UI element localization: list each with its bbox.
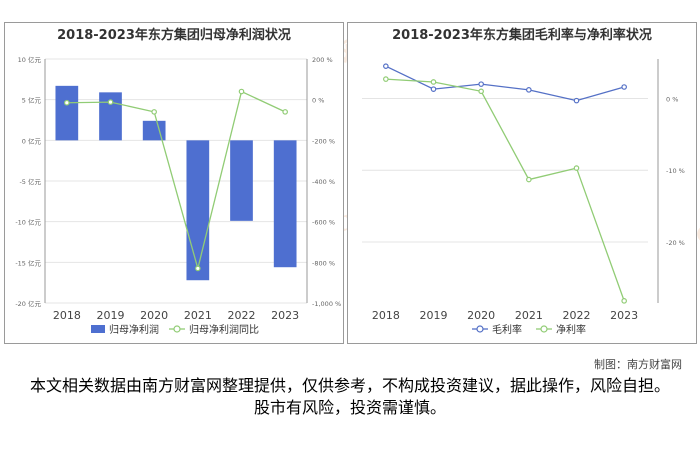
series-1-point-2020 xyxy=(478,88,484,95)
bar-2020 xyxy=(142,120,166,141)
chart-panel-net-profit: 2018-2023年东方集团归母净利润状况 10 亿元 5 亿元 0 亿元 -5 亿元 -… xyxy=(4,22,344,344)
series-0-point-2020 xyxy=(478,81,484,87)
series-0-point-2021 xyxy=(526,87,532,93)
series-line-0 xyxy=(385,65,625,102)
series-0-point-2019 xyxy=(430,86,437,92)
x-axis-label: 2023 xyxy=(271,309,299,322)
series-1-point-2022 xyxy=(573,165,580,171)
x-axis-label: 2021 xyxy=(515,309,543,322)
series-1-point-2021 xyxy=(526,176,532,183)
bar-2018 xyxy=(55,85,79,141)
x-axis-label: 2018 xyxy=(53,309,81,322)
series-0-point-2018 xyxy=(383,63,389,69)
x-axis-label: 2018 xyxy=(372,309,400,322)
yoy-point-2023 xyxy=(282,109,288,115)
right-axis-tick-label: -10 % xyxy=(666,167,685,175)
left-axis-tick-label: -5 亿元 xyxy=(19,177,41,186)
legend-line-marker xyxy=(540,325,548,333)
bar-2023 xyxy=(273,140,297,268)
yoy-point-2020 xyxy=(151,109,157,115)
x-axis-label: 2020 xyxy=(467,309,495,322)
series-1-point-2023 xyxy=(621,298,627,304)
left-axis-tick-label: 0 亿元 xyxy=(22,136,42,145)
x-axis-label: 2020 xyxy=(140,309,168,322)
x-axis-label: 2022 xyxy=(563,309,591,322)
legend-line-marker xyxy=(476,325,484,333)
chart-panel-margins: 2018-2023年东方集团毛利率与净利率状况 0 % -10 % -20 % 2018… xyxy=(347,22,697,344)
right-axis-tick-label: 0 % xyxy=(666,95,678,103)
legend-label: 毛利率 xyxy=(492,323,522,336)
right-axis-tick-label: 200 % xyxy=(312,56,333,64)
bar-2022 xyxy=(230,140,253,221)
x-axis-label: 2022 xyxy=(228,309,256,322)
disclaimer-text: 本文相关数据由南方财富网整理提供，仅供参考，不构成投资建议，据此操作，风险自担。… xyxy=(30,376,671,417)
margin-chart: 2018-2023年东方集团毛利率与净利率状况 0 % -10 % -20 % 2018… xyxy=(362,27,685,336)
chart-title: 2018-2023年东方集团归母净利润状况 xyxy=(57,27,291,43)
left-axis-tick-label: -20 亿元 xyxy=(15,299,41,308)
left-axis-tick-label: 10 亿元 xyxy=(18,55,42,64)
series-line-1 xyxy=(385,78,625,302)
right-axis-tick-label: -1,000 % xyxy=(312,300,341,308)
right-axis-tick-label: -400 % xyxy=(312,178,335,186)
left-axis-tick-label: -10 亿元 xyxy=(15,218,41,227)
net-profit-chart: 2018-2023年东方集团归母净利润状况 10 亿元 5 亿元 0 亿元 -5 亿元 -… xyxy=(15,27,341,336)
yoy-point-2018 xyxy=(64,99,70,106)
legend-line-marker xyxy=(173,325,181,333)
legend-label: 归母净利润 xyxy=(109,323,159,336)
bar-2021 xyxy=(186,140,210,281)
legend-bar-swatch xyxy=(91,325,105,333)
series-1-point-2018 xyxy=(383,76,389,82)
right-axis-tick-label: -800 % xyxy=(312,259,335,267)
series-0-point-2022 xyxy=(573,97,580,104)
x-axis-label: 2019 xyxy=(420,309,448,322)
x-axis-label: 2019 xyxy=(97,309,125,322)
x-axis-label: 2021 xyxy=(184,309,212,322)
legend-label: 归母净利润同比 xyxy=(189,323,259,336)
legend-label: 净利率 xyxy=(556,323,586,336)
right-axis-tick-label: 0 % xyxy=(312,97,324,105)
series-1-point-2019 xyxy=(430,79,437,85)
chart-credit: 制图：南方财富网 xyxy=(594,358,682,371)
chart-title: 2018-2023年东方集团毛利率与净利率状况 xyxy=(392,27,652,43)
right-axis-tick-label: -20 % xyxy=(666,239,685,247)
yoy-point-2022 xyxy=(238,88,245,95)
yoy-point-2021 xyxy=(195,265,201,272)
bar-2019 xyxy=(99,92,122,141)
yoy-point-2019 xyxy=(107,99,114,105)
yoy-line xyxy=(66,90,286,271)
left-axis-tick-label: -15 亿元 xyxy=(15,258,41,267)
left-axis-tick-label: 5 亿元 xyxy=(22,96,42,105)
right-axis-tick-label: -600 % xyxy=(312,219,335,227)
x-axis-label: 2023 xyxy=(610,309,638,322)
right-axis-tick-label: -200 % xyxy=(312,137,335,145)
series-0-point-2023 xyxy=(621,84,627,90)
